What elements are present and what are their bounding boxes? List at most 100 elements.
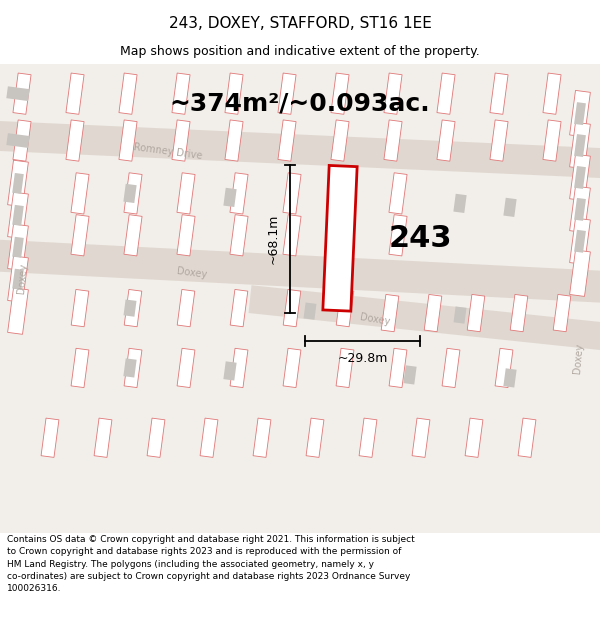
Text: 243: 243 bbox=[388, 224, 452, 253]
Polygon shape bbox=[574, 198, 586, 221]
Polygon shape bbox=[331, 120, 349, 161]
Polygon shape bbox=[465, 418, 483, 457]
Polygon shape bbox=[306, 418, 324, 457]
Polygon shape bbox=[13, 120, 31, 161]
Polygon shape bbox=[172, 120, 190, 161]
Polygon shape bbox=[124, 358, 137, 377]
Polygon shape bbox=[336, 214, 354, 256]
Polygon shape bbox=[574, 166, 586, 189]
Polygon shape bbox=[200, 418, 218, 457]
Polygon shape bbox=[124, 214, 142, 256]
Polygon shape bbox=[495, 348, 513, 388]
Polygon shape bbox=[424, 294, 442, 332]
Polygon shape bbox=[389, 173, 407, 214]
Polygon shape bbox=[569, 154, 590, 201]
Polygon shape bbox=[569, 91, 590, 137]
Polygon shape bbox=[569, 186, 590, 232]
Polygon shape bbox=[177, 289, 195, 327]
Polygon shape bbox=[336, 289, 354, 327]
Polygon shape bbox=[490, 120, 508, 161]
Polygon shape bbox=[283, 173, 301, 214]
Polygon shape bbox=[403, 365, 416, 384]
Polygon shape bbox=[71, 289, 89, 327]
Polygon shape bbox=[8, 256, 28, 302]
Polygon shape bbox=[8, 288, 28, 334]
Polygon shape bbox=[41, 418, 59, 457]
Polygon shape bbox=[230, 214, 248, 256]
Polygon shape bbox=[553, 294, 571, 332]
Polygon shape bbox=[278, 120, 296, 161]
Polygon shape bbox=[304, 302, 316, 320]
Polygon shape bbox=[283, 348, 301, 388]
Polygon shape bbox=[66, 120, 84, 161]
Polygon shape bbox=[225, 120, 243, 161]
Text: ~374m²/~0.093ac.: ~374m²/~0.093ac. bbox=[170, 92, 430, 116]
Polygon shape bbox=[66, 73, 84, 114]
Text: Map shows position and indicative extent of the property.: Map shows position and indicative extent… bbox=[120, 44, 480, 58]
Polygon shape bbox=[569, 122, 590, 169]
Polygon shape bbox=[437, 120, 455, 161]
Polygon shape bbox=[119, 120, 137, 161]
Polygon shape bbox=[323, 166, 357, 311]
Polygon shape bbox=[177, 348, 195, 388]
Polygon shape bbox=[490, 73, 508, 114]
Polygon shape bbox=[124, 173, 142, 214]
Polygon shape bbox=[503, 198, 517, 217]
Polygon shape bbox=[331, 73, 349, 114]
Polygon shape bbox=[454, 306, 466, 324]
Polygon shape bbox=[223, 361, 236, 381]
Polygon shape bbox=[230, 289, 248, 327]
Polygon shape bbox=[71, 214, 89, 256]
Polygon shape bbox=[0, 239, 600, 303]
Polygon shape bbox=[119, 73, 137, 114]
Polygon shape bbox=[7, 86, 29, 101]
Polygon shape bbox=[518, 418, 536, 457]
Polygon shape bbox=[389, 214, 407, 256]
Polygon shape bbox=[412, 418, 430, 457]
Polygon shape bbox=[510, 294, 528, 332]
Polygon shape bbox=[336, 173, 354, 214]
Polygon shape bbox=[124, 348, 142, 388]
Polygon shape bbox=[248, 285, 600, 351]
Polygon shape bbox=[442, 348, 460, 388]
Polygon shape bbox=[124, 289, 142, 327]
Polygon shape bbox=[71, 348, 89, 388]
Polygon shape bbox=[8, 160, 28, 207]
Polygon shape bbox=[124, 299, 136, 317]
Polygon shape bbox=[253, 418, 271, 457]
Polygon shape bbox=[543, 120, 561, 161]
Polygon shape bbox=[569, 218, 590, 264]
Polygon shape bbox=[230, 348, 248, 388]
Polygon shape bbox=[384, 73, 402, 114]
Polygon shape bbox=[172, 73, 190, 114]
Polygon shape bbox=[574, 230, 586, 253]
Polygon shape bbox=[381, 294, 399, 332]
Polygon shape bbox=[389, 348, 407, 388]
Polygon shape bbox=[543, 73, 561, 114]
Polygon shape bbox=[13, 73, 31, 114]
Polygon shape bbox=[7, 133, 29, 148]
Polygon shape bbox=[574, 102, 586, 125]
Polygon shape bbox=[12, 205, 24, 226]
Polygon shape bbox=[94, 418, 112, 457]
Polygon shape bbox=[283, 289, 301, 327]
Polygon shape bbox=[278, 73, 296, 114]
Polygon shape bbox=[569, 250, 590, 296]
Text: Contains OS data © Crown copyright and database right 2021. This information is : Contains OS data © Crown copyright and d… bbox=[7, 535, 415, 593]
Polygon shape bbox=[225, 73, 243, 114]
Polygon shape bbox=[467, 294, 485, 332]
Polygon shape bbox=[384, 120, 402, 161]
Polygon shape bbox=[503, 368, 517, 388]
Text: Doxey: Doxey bbox=[16, 262, 28, 294]
Text: ~68.1m: ~68.1m bbox=[267, 214, 280, 264]
Polygon shape bbox=[8, 224, 28, 271]
Polygon shape bbox=[147, 418, 165, 457]
Polygon shape bbox=[223, 188, 236, 207]
Polygon shape bbox=[574, 134, 586, 157]
Polygon shape bbox=[8, 192, 28, 239]
Polygon shape bbox=[454, 194, 467, 213]
Polygon shape bbox=[177, 214, 195, 256]
Polygon shape bbox=[283, 214, 301, 256]
Text: Doxey: Doxey bbox=[572, 342, 584, 374]
Polygon shape bbox=[336, 348, 354, 388]
